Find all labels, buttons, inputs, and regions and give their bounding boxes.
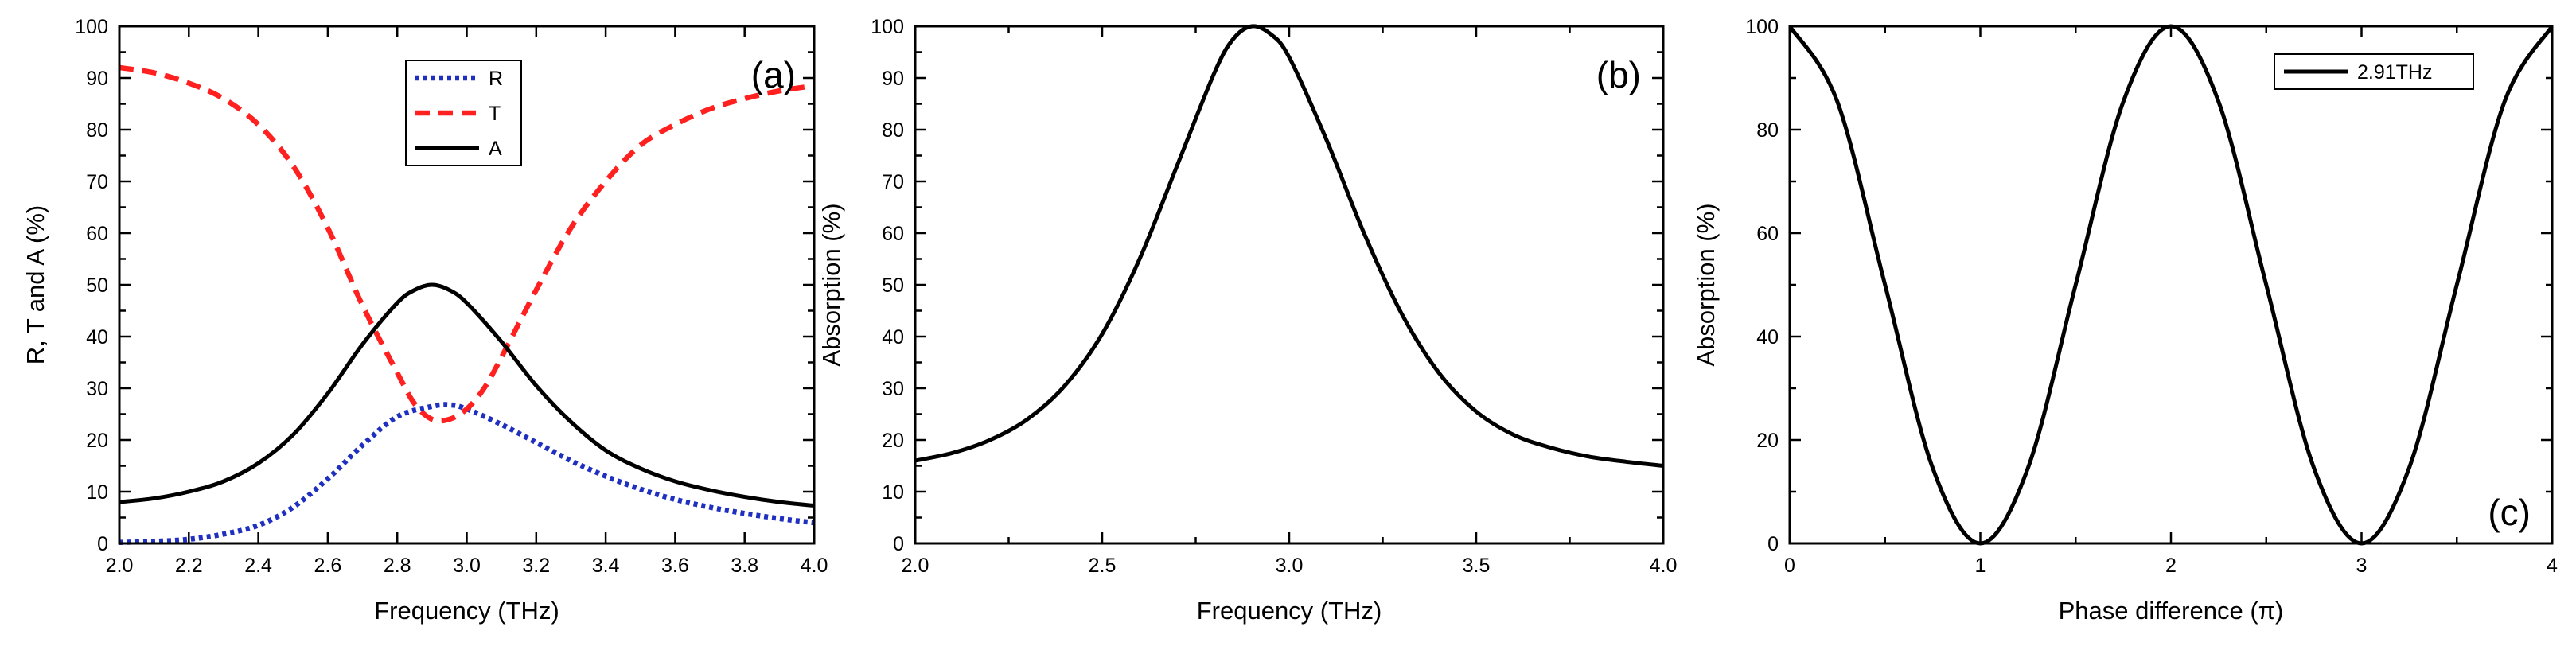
y-tick-label: 0 bbox=[97, 533, 108, 555]
series-line-t bbox=[119, 64, 814, 424]
x-tick-label: 4 bbox=[2547, 555, 2558, 577]
x-tick-label: 3.8 bbox=[731, 555, 758, 577]
x-tick-label: 0 bbox=[1784, 555, 1795, 577]
x-tick-label: 3.0 bbox=[453, 555, 481, 577]
panel-a: 2.0 2.2 2.4 2.6 2.8 3.0 3.2 3.4 3.6 3.8 4.0 0 10 20 30… bbox=[21, 16, 828, 625]
x-tick-label: 3.0 bbox=[1276, 555, 1304, 577]
y-axis-label: Absorption (%) bbox=[817, 203, 845, 366]
y-tick-label: 60 bbox=[86, 223, 108, 245]
legend-entry-label: R bbox=[489, 68, 503, 90]
x-tick-label: 2.6 bbox=[314, 555, 342, 577]
panel-label: (a) bbox=[751, 54, 796, 95]
x-tick-label: 2.2 bbox=[175, 555, 203, 577]
series-line-1 bbox=[915, 24, 1663, 468]
x-tick-label: 2.0 bbox=[106, 555, 134, 577]
plot-frame bbox=[118, 25, 816, 545]
y-tick-label: 50 bbox=[86, 274, 108, 297]
x-tick-label: 3.5 bbox=[1463, 555, 1491, 577]
axis-ticks bbox=[914, 25, 1665, 545]
y-tick-label: 80 bbox=[86, 119, 108, 142]
series-line-2-91thz bbox=[1790, 24, 2552, 546]
y-tick-label: 100 bbox=[1745, 16, 1779, 38]
y-axis-label: R, T and A (%) bbox=[21, 205, 49, 364]
y-tick-label: 20 bbox=[86, 430, 108, 452]
x-axis-label: Frequency (THz) bbox=[1197, 597, 1382, 625]
x-tick-label: 2 bbox=[2165, 555, 2177, 577]
y-tick-label: 70 bbox=[86, 171, 108, 193]
y-tick-label: 40 bbox=[86, 326, 108, 348]
legend-entry-label: T bbox=[489, 103, 501, 125]
legend-entry-label: 2.91THz bbox=[2357, 61, 2432, 84]
y-tick-label: 80 bbox=[1756, 119, 1779, 142]
x-tick-label: 3 bbox=[2356, 555, 2368, 577]
y-tick-label: 20 bbox=[882, 430, 904, 452]
panel-label: (c) bbox=[2488, 492, 2531, 533]
y-tick-label: 80 bbox=[882, 119, 904, 142]
axis-ticks bbox=[1788, 25, 2554, 545]
y-tick-label: 90 bbox=[86, 68, 108, 90]
y-tick-label: 0 bbox=[893, 533, 904, 555]
x-axis-label: Phase difference (π) bbox=[2059, 597, 2284, 625]
y-tick-label: 50 bbox=[882, 274, 904, 297]
y-axis-label: Absorption (%) bbox=[1692, 203, 1720, 366]
panel-label: (b) bbox=[1596, 54, 1641, 95]
x-tick-label: 3.4 bbox=[592, 555, 620, 577]
legend-entry-label: A bbox=[489, 138, 502, 160]
x-tick-label: 4.0 bbox=[1650, 555, 1678, 577]
x-tick-label: 4.0 bbox=[801, 555, 828, 577]
x-tick-label: 3.6 bbox=[661, 555, 689, 577]
y-tick-label: 40 bbox=[1756, 326, 1779, 348]
y-tick-label: 60 bbox=[882, 223, 904, 245]
x-tick-label: 2.0 bbox=[902, 555, 929, 577]
panel-b: 2.0 2.5 3.0 3.5 4.0 0 10 20 30 40 50 60 70 80 90 100 Fre… bbox=[817, 16, 1677, 625]
y-tick-label: 100 bbox=[871, 16, 904, 38]
x-tick-label: 3.2 bbox=[522, 555, 550, 577]
x-tick-label: 2.5 bbox=[1089, 555, 1117, 577]
y-tick-label: 30 bbox=[882, 378, 904, 400]
y-tick-label: 10 bbox=[86, 481, 108, 504]
y-tick-label: 100 bbox=[75, 16, 108, 38]
plot-frame bbox=[1788, 25, 2554, 545]
legend: RTA bbox=[405, 60, 522, 166]
y-tick-label: 30 bbox=[86, 378, 108, 400]
x-axis-label: Frequency (THz) bbox=[374, 597, 559, 625]
legend: 2.91THz bbox=[2274, 53, 2474, 90]
y-tick-label: 0 bbox=[1767, 533, 1779, 555]
y-tick-label: 40 bbox=[882, 326, 904, 348]
y-tick-label: 20 bbox=[1756, 430, 1779, 452]
x-tick-label: 2.4 bbox=[244, 555, 272, 577]
series-line-r bbox=[119, 402, 814, 545]
y-tick-label: 10 bbox=[882, 481, 904, 504]
series-line-a bbox=[119, 282, 814, 508]
y-tick-label: 60 bbox=[1756, 223, 1779, 245]
plot-frame bbox=[914, 25, 1665, 545]
y-tick-label: 70 bbox=[882, 171, 904, 193]
x-tick-label: 2.8 bbox=[384, 555, 411, 577]
y-tick-label: 90 bbox=[882, 68, 904, 90]
x-tick-label: 1 bbox=[1975, 555, 1986, 577]
